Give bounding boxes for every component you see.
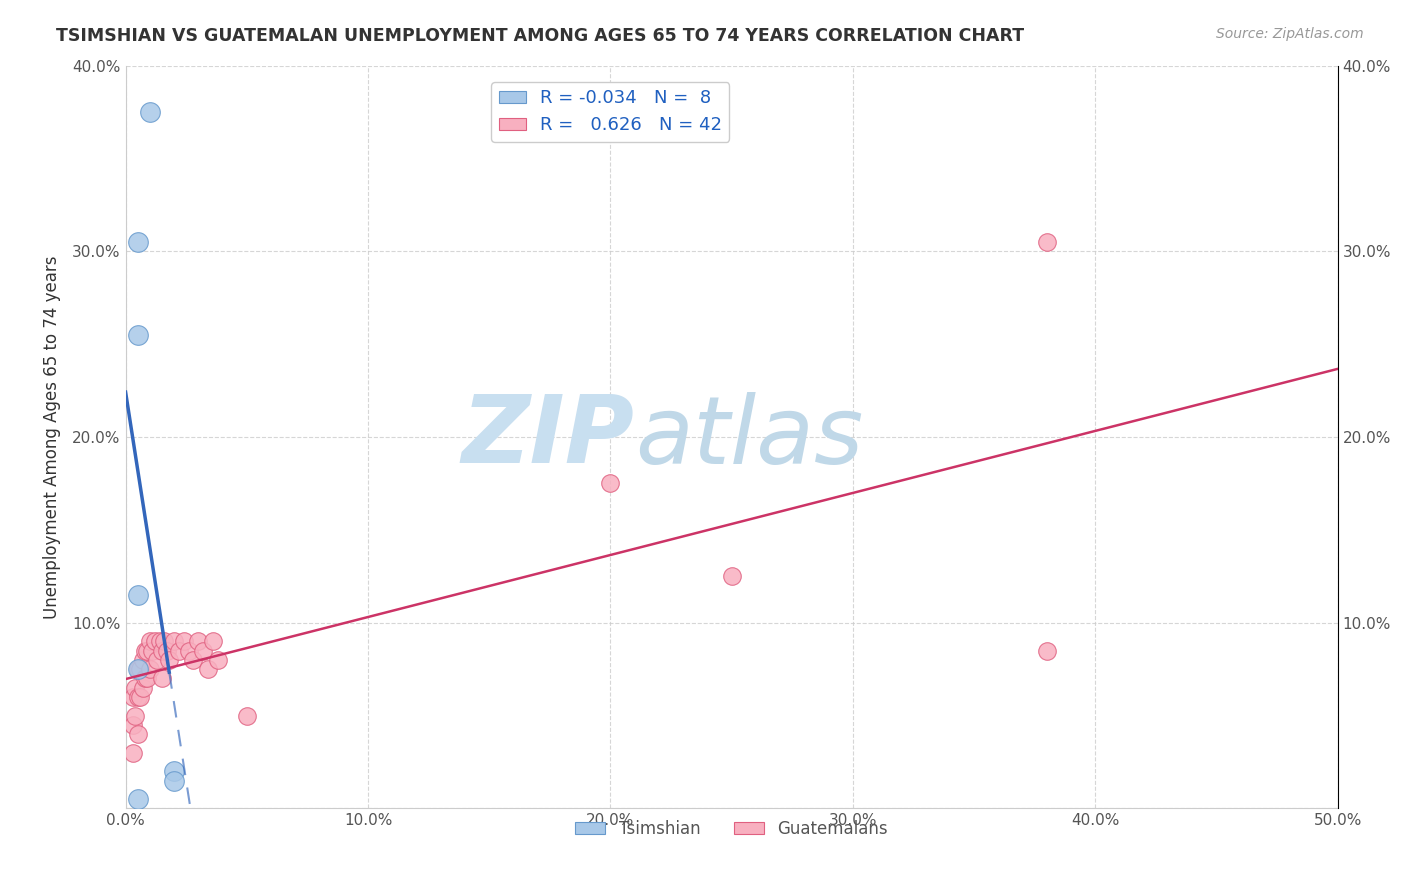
Point xyxy=(127,327,149,342)
Point xyxy=(124,708,146,723)
Point xyxy=(121,718,143,732)
Point xyxy=(156,643,179,657)
Point xyxy=(153,634,176,648)
Point xyxy=(207,653,229,667)
Point xyxy=(127,792,149,806)
Point xyxy=(134,643,156,657)
Point xyxy=(191,643,214,657)
Point xyxy=(127,235,149,249)
Point xyxy=(124,681,146,695)
Point xyxy=(173,634,195,648)
Point xyxy=(157,653,180,667)
Point xyxy=(127,588,149,602)
Point xyxy=(136,672,159,686)
Point xyxy=(163,764,186,779)
Point xyxy=(134,672,156,686)
Point xyxy=(139,634,162,648)
Point xyxy=(127,727,149,741)
Point xyxy=(197,662,219,676)
Point xyxy=(163,634,186,648)
Point xyxy=(121,746,143,760)
Point xyxy=(131,681,153,695)
Point xyxy=(136,643,159,657)
Point xyxy=(139,662,162,676)
Point xyxy=(1035,643,1057,657)
Point xyxy=(121,690,143,704)
Point xyxy=(150,672,173,686)
Text: ZIP: ZIP xyxy=(461,391,634,483)
Point xyxy=(163,773,186,788)
Text: atlas: atlas xyxy=(634,392,863,483)
Point xyxy=(139,105,162,120)
Point xyxy=(167,643,190,657)
Point xyxy=(127,662,149,676)
Point xyxy=(599,476,621,491)
Point xyxy=(150,643,173,657)
Point xyxy=(236,708,259,723)
Point xyxy=(129,662,152,676)
Y-axis label: Unemployment Among Ages 65 to 74 years: Unemployment Among Ages 65 to 74 years xyxy=(44,255,60,619)
Point xyxy=(146,653,169,667)
Text: TSIMSHIAN VS GUATEMALAN UNEMPLOYMENT AMONG AGES 65 TO 74 YEARS CORRELATION CHART: TSIMSHIAN VS GUATEMALAN UNEMPLOYMENT AMO… xyxy=(56,27,1025,45)
Point xyxy=(187,634,209,648)
Point xyxy=(183,653,205,667)
Text: Source: ZipAtlas.com: Source: ZipAtlas.com xyxy=(1216,27,1364,41)
Point xyxy=(201,634,224,648)
Legend: Tsimshian, Guatemalans: Tsimshian, Guatemalans xyxy=(569,814,894,845)
Point xyxy=(141,643,163,657)
Point xyxy=(127,662,149,676)
Point xyxy=(143,634,166,648)
Point xyxy=(127,690,149,704)
Point xyxy=(131,653,153,667)
Point xyxy=(720,569,742,583)
Point xyxy=(1035,235,1057,249)
Point xyxy=(129,690,152,704)
Point xyxy=(148,634,170,648)
Point xyxy=(177,643,200,657)
